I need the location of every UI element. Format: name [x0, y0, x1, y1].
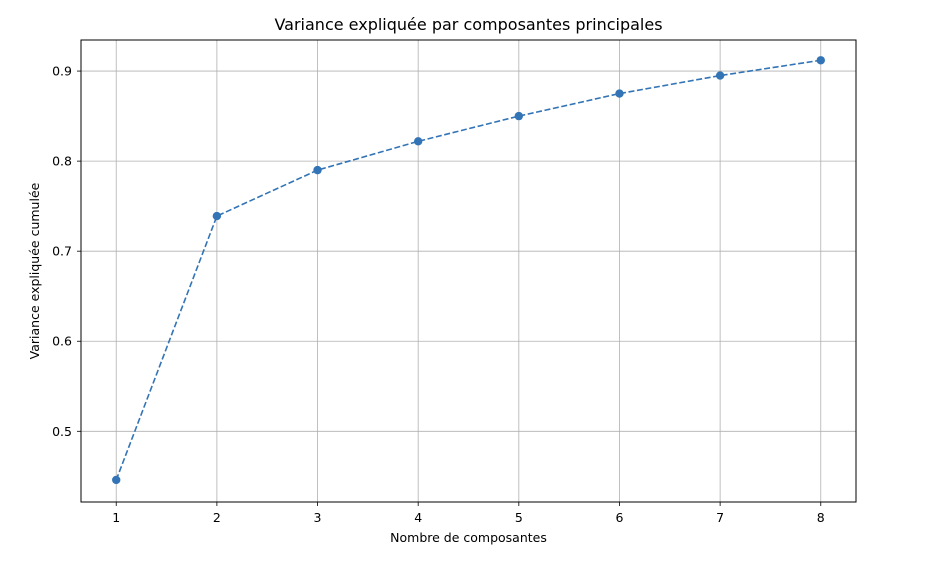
y-tick-label: 0.8 — [52, 154, 72, 169]
data-point — [112, 475, 121, 485]
data-point — [715, 71, 725, 80]
x-tick-label: 3 — [314, 510, 322, 525]
data-point — [816, 56, 825, 65]
x-tick-label: 7 — [716, 510, 724, 525]
x-tick-label: 1 — [112, 510, 120, 525]
series-layer — [112, 56, 825, 485]
data-point — [212, 211, 222, 221]
x-tick-label: 2 — [213, 510, 221, 525]
y-tick-label: 0.5 — [52, 424, 72, 439]
x-tick-label: 5 — [515, 510, 523, 525]
y-tick-label: 0.9 — [52, 64, 72, 79]
series-line — [115, 59, 821, 481]
x-tick-label: 8 — [817, 510, 825, 525]
data-point — [615, 89, 624, 98]
grid-lines — [81, 40, 856, 502]
x-tick-label: 4 — [414, 510, 422, 525]
data-point — [313, 165, 322, 175]
plot-area-frame — [80, 39, 857, 503]
x-axis-label: Nombre de composantes — [390, 530, 547, 545]
y-tick-label: 0.6 — [52, 334, 72, 349]
chart-title: Variance expliquée par composantes princ… — [274, 15, 662, 34]
data-point — [413, 137, 423, 146]
y-tick-label: 0.7 — [52, 244, 72, 259]
axis-ticks: 1 2 3 4 5 6 7 8 0.5 0.6 0.7 0.8 0.9 — [52, 64, 825, 525]
data-point — [514, 111, 524, 121]
x-tick-label: 6 — [615, 510, 623, 525]
y-axis-label: Variance expliquée cumulée — [27, 182, 42, 359]
